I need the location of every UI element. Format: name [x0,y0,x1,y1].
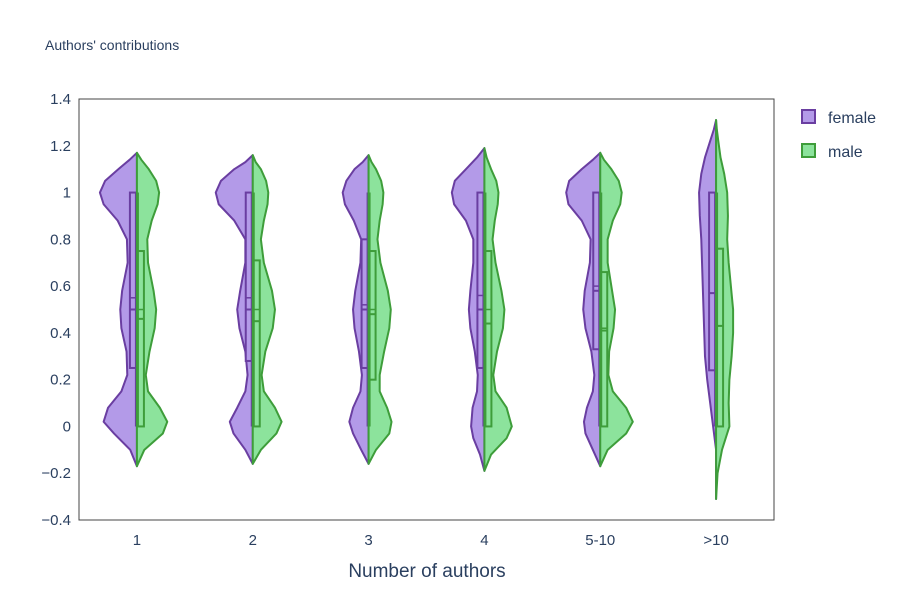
x-tick-label: 4 [480,532,488,549]
x-tick-label: 2 [249,532,257,549]
chart-title: Authors' contributions [45,37,179,53]
plot-frame [78,98,775,521]
violin-female[interactable] [98,151,138,468]
violin-male[interactable] [367,154,393,465]
plot-area [98,119,735,500]
violin-shape [98,151,138,468]
y-tick-label: 0 [63,418,71,435]
box [592,191,601,351]
box [484,250,493,428]
y-tick-label: 0.8 [50,231,71,248]
legend-item-female[interactable]: female [801,109,876,127]
x-tick-label: 3 [364,532,372,549]
y-tick-label: −0.2 [41,465,71,482]
y-tick-label: 0.6 [50,278,71,295]
violin-shape [214,154,254,465]
box [708,191,717,372]
violin-shape [450,147,486,472]
box [252,259,261,428]
y-tick-label: −0.4 [41,512,71,529]
violin-male[interactable] [251,154,283,465]
violin-shape [565,151,602,468]
violin-female[interactable] [565,151,602,468]
violin-male[interactable] [135,151,169,468]
y-tick-label: 0.2 [50,372,71,389]
x-axis: 1 2 3 4 5-10 >10 [133,532,729,549]
box [128,191,137,369]
box [600,271,609,428]
y-tick-label: 1 [63,185,71,202]
violin-female[interactable] [341,154,370,465]
box [716,247,725,428]
violin-shape [341,154,370,465]
violin-female[interactable] [698,119,718,500]
x-axis-title: Number of authors [348,561,505,582]
violin-female[interactable] [214,154,254,465]
legend-label: female [828,110,876,127]
legend-label: male [828,144,863,161]
box [360,238,369,369]
violin-shape [599,151,634,468]
y-tick-label: 0.4 [50,325,71,342]
legend-swatch [801,143,816,158]
legend[interactable]: female male [801,109,876,161]
x-tick-label: 1 [133,532,141,549]
x-tick-label: >10 [703,532,728,549]
violin-female[interactable] [450,147,486,472]
box [476,191,485,369]
legend-item-male[interactable]: male [801,143,863,161]
box [368,250,377,381]
violin-male[interactable] [715,119,735,500]
violin-male[interactable] [483,147,513,472]
violin-male[interactable] [599,151,634,468]
y-axis: −0.4 −0.2 0 0.2 0.4 0.6 0.8 1 1.2 1.4 [41,91,71,529]
box [136,250,145,428]
x-tick-label: 5-10 [585,532,615,549]
legend-swatch [801,109,816,124]
violin-shape [367,154,393,465]
y-tick-label: 1.4 [50,91,71,108]
y-tick-label: 1.2 [50,138,71,155]
box [244,191,253,362]
